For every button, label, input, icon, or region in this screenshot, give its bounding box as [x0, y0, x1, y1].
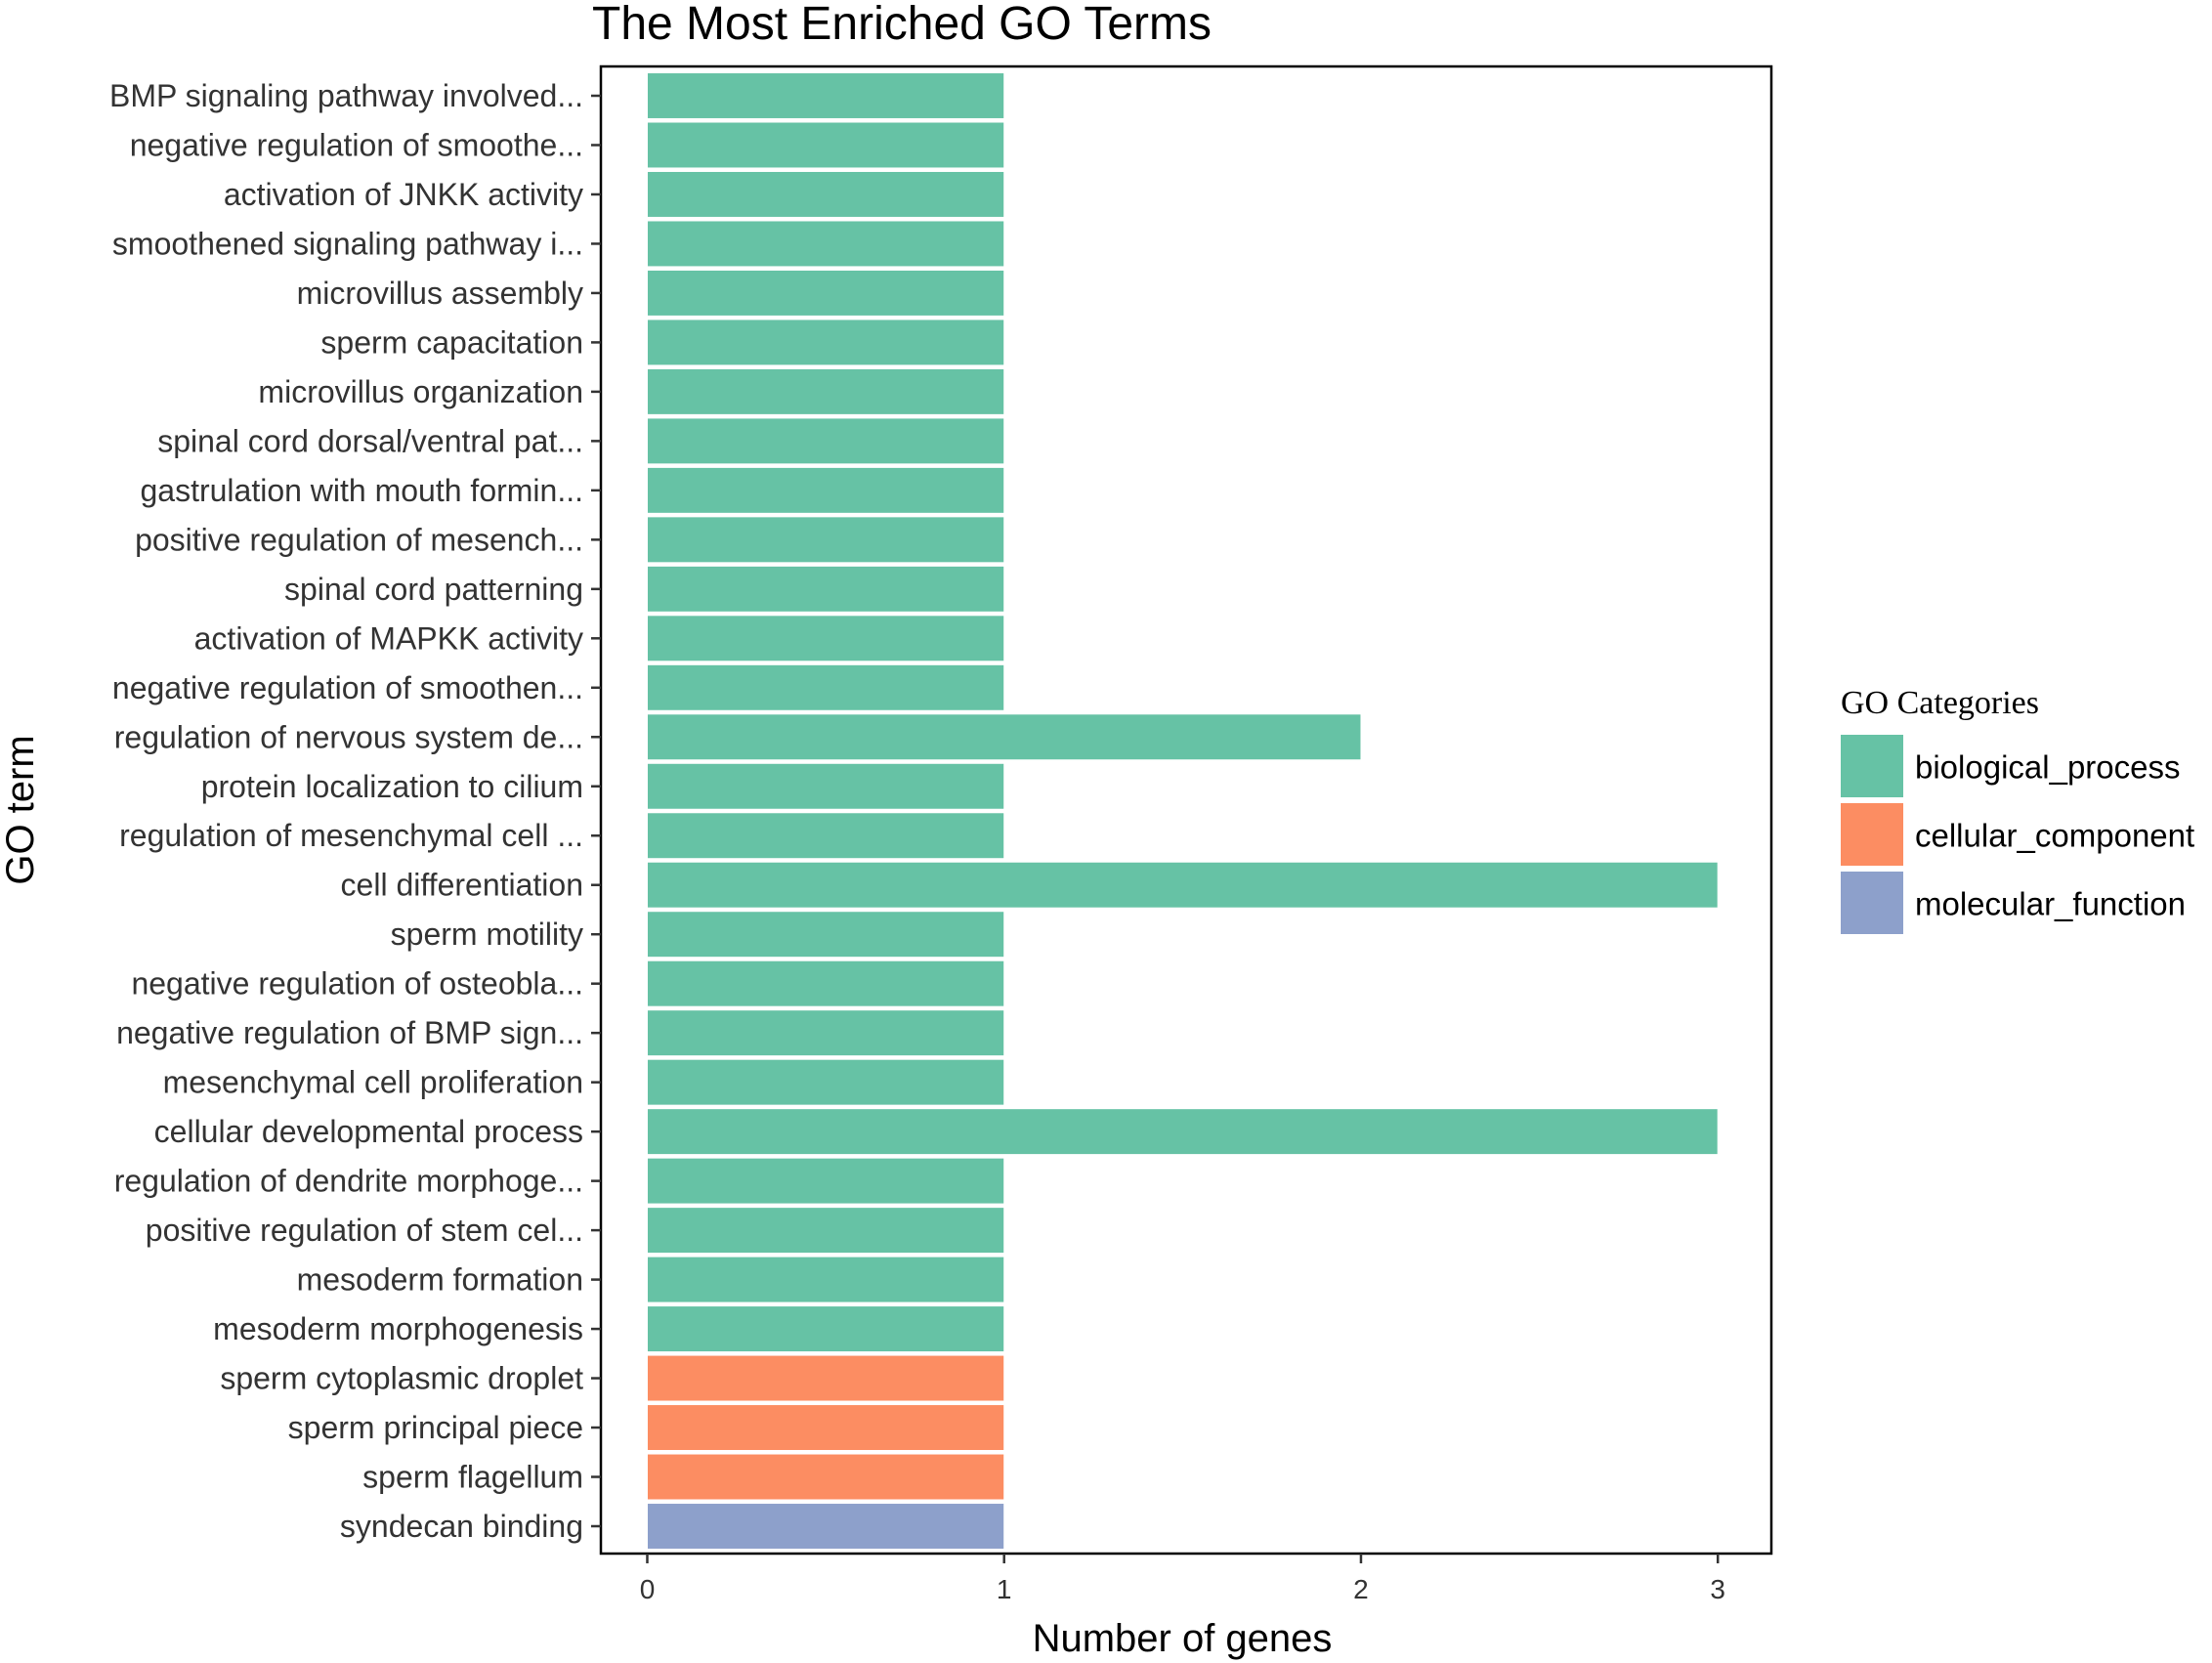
bar-sperm-cytoplasmic-droplet	[646, 1354, 1005, 1402]
y-tick-label: sperm cytoplasmic droplet	[220, 1361, 583, 1396]
bar-regulation-of-mesenchymal-cell	[646, 812, 1005, 860]
y-tick-label: gastrulation with mouth formin...	[140, 473, 583, 508]
bar-spinal-cord-patterning	[646, 565, 1005, 613]
bar-sperm-flagellum	[646, 1453, 1005, 1501]
y-axis-labels: BMP signaling pathway involved... negativ…	[109, 78, 601, 1544]
legend-items: biological_process cellular_componentmole…	[1841, 735, 2194, 934]
plot-border	[599, 64, 1773, 1556]
y-tick-label: microvillus assembly	[297, 276, 583, 311]
bar-negative-regulation-of-osteobla	[646, 959, 1005, 1007]
x-tick-label: 3	[1710, 1574, 1725, 1604]
x-tick-label: 1	[997, 1574, 1012, 1604]
y-tick-label: sperm motility	[391, 917, 583, 952]
y-tick-label: regulation of mesenchymal cell ...	[119, 818, 583, 853]
y-tick-label: sperm capacitation	[320, 324, 583, 360]
bar-cellular-developmental-process	[646, 1108, 1719, 1156]
y-tick-label: cellular developmental process	[154, 1114, 583, 1149]
y-tick-label: microvillus organization	[258, 374, 583, 409]
bar-negative-regulation-of-smoothen	[646, 663, 1005, 711]
bar-regulation-of-nervous-system-de	[646, 713, 1362, 761]
y-tick-label: BMP signaling pathway involved...	[109, 78, 583, 113]
y-tick-label: negative regulation of osteobla...	[131, 966, 583, 1002]
x-tick-label: 2	[1353, 1574, 1369, 1604]
bar-activation-of-mapkk-activity	[646, 615, 1005, 662]
legend-title: GO Categories	[1841, 685, 2039, 721]
chart-title: The Most Enriched GO Terms	[592, 0, 1212, 50]
y-tick-label: smoothened signaling pathway i...	[112, 226, 583, 261]
bar-microvillus-organization	[646, 367, 1005, 415]
bar-gastrulation-with-mouth-formin	[646, 466, 1005, 514]
legend-label-biological-process: biological_process	[1915, 749, 2181, 786]
bar-protein-localization-to-cilium	[646, 762, 1005, 810]
bar-bmp-signaling-pathway-involved	[646, 72, 1005, 119]
bar-sperm-capacitation	[646, 319, 1005, 366]
legend-label-cellular-component: cellular_component	[1915, 818, 2194, 854]
y-tick-label: negative regulation of smoothe...	[130, 127, 583, 162]
bar-activation-of-jnkk-activity	[646, 170, 1005, 218]
y-tick-label: spinal cord dorsal/ventral pat...	[157, 423, 583, 458]
y-tick-label: sperm flagellum	[362, 1460, 583, 1495]
y-tick-label: sperm principal piece	[288, 1410, 583, 1445]
y-tick-label: spinal cord patterning	[284, 572, 583, 607]
bar-positive-regulation-of-mesench	[646, 516, 1005, 564]
y-tick-label: activation of JNKK activity	[224, 177, 583, 212]
x-axis-title: Number of genes	[1033, 1617, 1333, 1660]
x-tick-label: 0	[640, 1574, 656, 1604]
bar-negative-regulation-of-bmp-sign	[646, 1009, 1005, 1057]
y-tick-label: positive regulation of mesench...	[135, 522, 583, 557]
y-tick-label: mesoderm morphogenesis	[213, 1311, 583, 1346]
bar-positive-regulation-of-stem-cel	[646, 1207, 1005, 1255]
y-tick-label: mesoderm formation	[297, 1262, 583, 1298]
bar-mesenchymal-cell-proliferation	[646, 1058, 1005, 1106]
y-tick-label: cell differentiation	[341, 868, 583, 903]
y-tick-label: activation of MAPKK activity	[194, 620, 583, 656]
bar-mesoderm-morphogenesis	[646, 1305, 1005, 1353]
bars-layer	[646, 72, 1719, 1550]
legend-key-molecular-function	[1841, 872, 1903, 934]
bar-syndecan-binding	[646, 1503, 1005, 1550]
y-tick-label: regulation of nervous system de...	[114, 719, 583, 754]
y-tick-label: negative regulation of smoothen...	[112, 670, 583, 705]
y-tick-label: mesenchymal cell proliferation	[163, 1065, 583, 1100]
y-tick-label: regulation of dendrite morphoge...	[114, 1164, 583, 1199]
y-tick-label: positive regulation of stem cel...	[146, 1213, 583, 1248]
bar-sperm-principal-piece	[646, 1404, 1005, 1452]
bar-negative-regulation-of-smoothe	[646, 121, 1005, 169]
legend: GO Categories biological_process cellular…	[1841, 685, 2194, 934]
legend-key-cellular-component	[1841, 803, 1903, 866]
y-tick-label: syndecan binding	[340, 1509, 583, 1544]
y-axis-title: GO term	[0, 735, 42, 884]
bar-microvillus-assembly	[646, 269, 1005, 317]
legend-label-molecular-function: molecular_function	[1915, 886, 2186, 922]
legend-key-biological-process	[1841, 735, 1903, 797]
bar-cell-differentiation	[646, 861, 1719, 909]
bar-mesoderm-formation	[646, 1256, 1005, 1303]
bar-smoothened-signaling-pathway-i	[646, 220, 1005, 268]
x-axis: 0 1 2 3	[640, 1554, 1725, 1604]
y-tick-label: negative regulation of BMP sign...	[116, 1015, 583, 1050]
bar-spinal-cord-dorsal-ventral-pat	[646, 417, 1005, 465]
bar-sperm-motility	[646, 911, 1005, 959]
bar-regulation-of-dendrite-morphoge	[646, 1157, 1005, 1205]
y-tick-label: protein localization to cilium	[201, 769, 583, 804]
